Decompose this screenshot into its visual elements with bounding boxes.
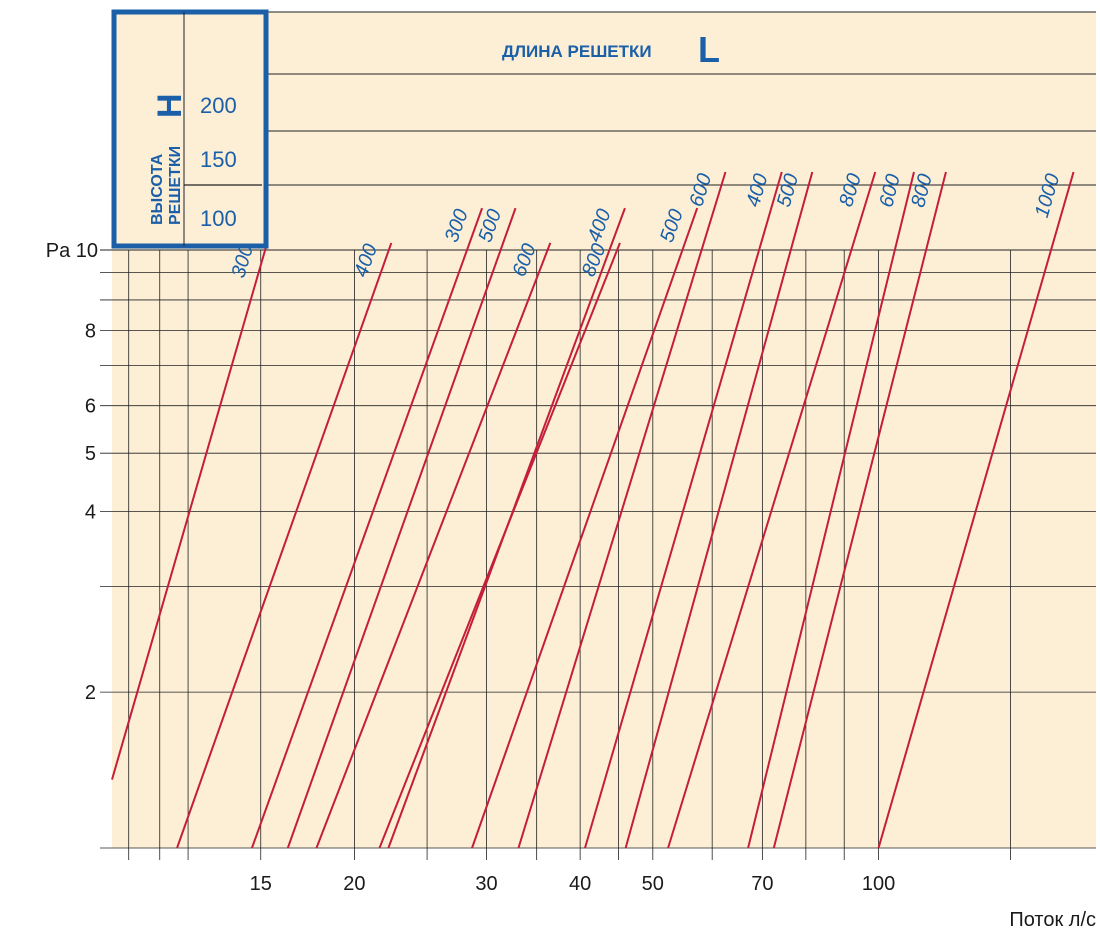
- x-tick-label: 100: [862, 873, 895, 895]
- x-tick-label: 40: [569, 873, 591, 895]
- series-line-h150-l300: [250, 207, 484, 849]
- series-line-h150-l800: [667, 171, 877, 849]
- height-row-200: 200: [200, 93, 237, 118]
- y-tick-label: 6: [85, 396, 96, 418]
- series-line-h200-l600: [747, 171, 915, 849]
- height-row-150: 150: [200, 147, 237, 172]
- x-tick-label: 50: [642, 873, 664, 895]
- series-line-h200-l400: [584, 171, 783, 849]
- height-row-100: 100: [200, 206, 237, 231]
- length-symbol: L: [698, 29, 720, 70]
- height-title-line1: ВЫСОТА: [149, 153, 166, 225]
- length-title: ДЛИНА РЕШЕТКИ: [502, 42, 652, 61]
- series-line-h100-l300: [111, 242, 269, 780]
- x-tick-label: 20: [343, 873, 365, 895]
- series-line-h100-l500: [286, 207, 517, 849]
- y-tick-label: 8: [85, 321, 96, 343]
- y-tick-label: 2: [85, 682, 96, 704]
- height-legend-frame: [111, 9, 269, 249]
- x-tick-label: 30: [475, 873, 497, 895]
- series-line-h100-l400: [176, 242, 393, 849]
- series-line-h150-l600: [517, 171, 727, 849]
- y-axis-top-label: Pa 10: [46, 240, 98, 262]
- y-tick-label: 5: [85, 443, 96, 465]
- series-line-h150-l400: [387, 207, 626, 849]
- height-title-line2: РЕШЕТКИ: [167, 146, 184, 225]
- y-tick-label: 4: [85, 501, 96, 523]
- series-line-h200-l1000: [877, 171, 1075, 849]
- x-axis-title: Поток л/с: [1009, 909, 1096, 931]
- x-tick-label: 70: [751, 873, 773, 895]
- x-tick-label: 15: [250, 873, 272, 895]
- series-line-h200-l500: [624, 171, 814, 849]
- series-line-h100-l600: [315, 242, 552, 849]
- series-line-h150-l500: [471, 207, 699, 849]
- height-symbol: H: [151, 93, 189, 118]
- series-line-h200-l800: [772, 171, 947, 849]
- height-legend-box: ВЫСОТА РЕШЕТКИ H 200 150 100: [111, 9, 269, 249]
